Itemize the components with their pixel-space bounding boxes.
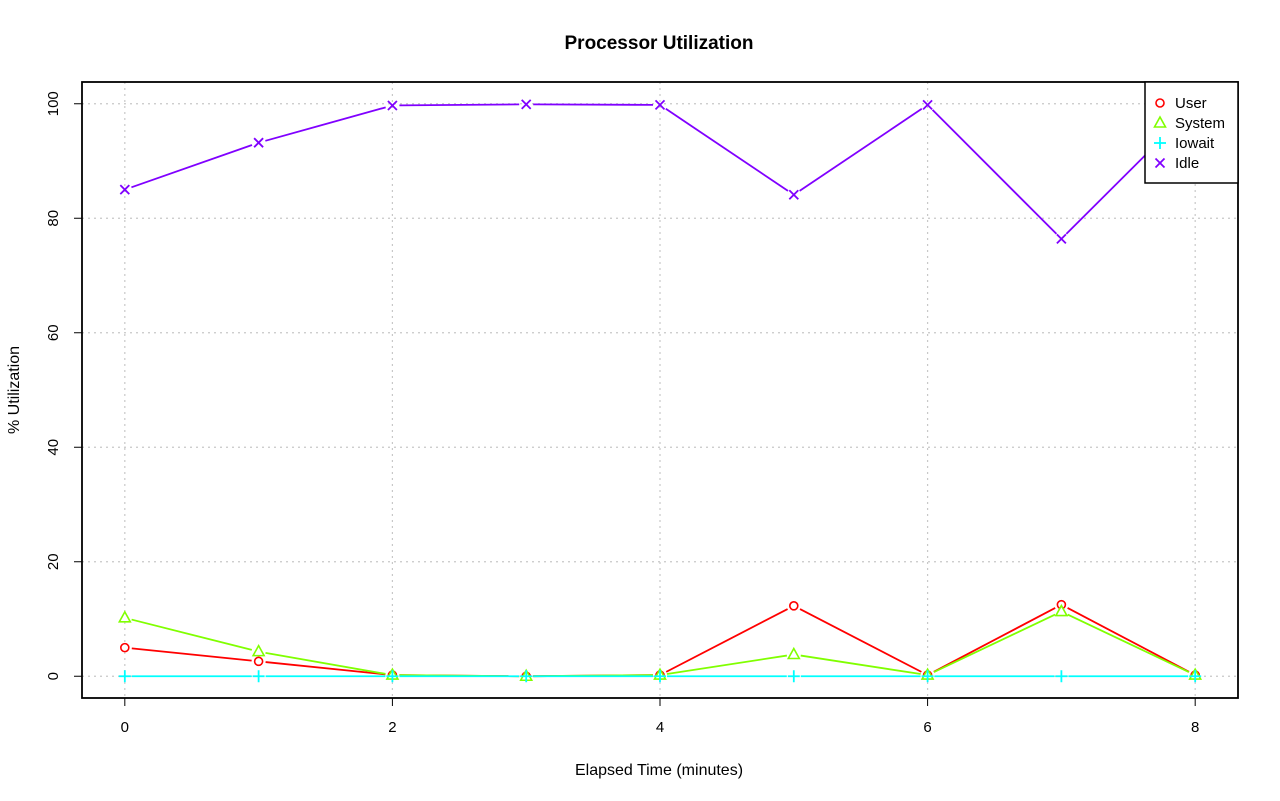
data-point-iowait [654,670,666,683]
series-line-segment [131,618,253,651]
x-tick-label: 4 [656,719,664,736]
y-tick-label: 100 [45,91,62,116]
data-point-iowait [1055,670,1068,683]
chart-title: Processor Utilization [565,33,754,54]
series-line-segment [666,654,788,675]
x-tick-label: 8 [1191,719,1199,736]
data-point-idle [922,99,933,111]
data-point-system [786,646,801,660]
legend-label-user: User [1175,95,1207,112]
data-point-iowait [252,670,265,683]
data-point-idle [788,189,799,200]
series-line-segment [131,144,253,189]
x-marker-stroke-2 [253,137,264,148]
series-line-segment [265,661,386,676]
legend-marker-iowait [1154,137,1166,149]
data-point-system [117,610,132,623]
data-point-user [120,642,130,653]
data-point-iowait [787,670,800,683]
data-point-system [251,643,266,657]
series-line-segment [265,106,386,142]
x-marker-stroke-2 [1154,157,1166,169]
x-marker-stroke-2 [387,100,398,111]
series-line-segment [131,647,252,662]
series-line-segment [1067,607,1190,673]
data-point-iowait [386,670,399,683]
series-layer [117,99,1203,683]
x-tick-label: 6 [923,719,931,736]
legend-marker-system [1153,115,1167,128]
legend-label-system: System [1175,115,1225,132]
data-point-iowait [921,670,934,683]
x-marker-stroke-2 [521,99,532,110]
y-tick-label: 60 [45,324,62,341]
series-line-segment [800,654,921,675]
y-tick-label: 0 [45,672,62,680]
series-line-segment [933,613,1056,673]
data-point-system [1054,603,1069,617]
x-marker-stroke-2 [1056,233,1067,244]
y-axis-label: % Utilization [6,346,23,434]
x-marker-stroke-2 [654,99,666,111]
x-tick-label: 0 [121,719,129,736]
data-point-idle [119,184,130,195]
grid [82,82,1238,698]
series-line-segment [933,607,1056,673]
legend: User System Iowait Idle [1144,81,1239,184]
series-line-segment [665,608,788,673]
data-point-user [788,601,799,611]
series-line-segment [799,608,922,673]
data-point-idle [521,99,532,110]
data-point-idle [1056,233,1067,244]
legend-label-idle: Idle [1175,155,1199,172]
series-line-segment [1067,613,1190,673]
series-iowait [118,670,1202,683]
series-line-segment [533,103,654,106]
x-marker-stroke-2 [119,184,130,195]
data-point-iowait [1189,670,1202,683]
y-tick-label: 40 [45,439,62,456]
legend-label-iowait: Iowait [1175,135,1215,152]
x-marker-stroke-2 [788,189,799,200]
series-line-segment [931,109,1058,235]
data-point-idle [253,137,264,148]
y-tick-label: 20 [45,553,62,570]
legend-marker-idle [1154,157,1166,169]
data-point-idle [387,100,398,111]
y-tick-label: 80 [45,210,62,227]
data-point-user [253,656,264,667]
data-point-iowait [118,670,131,683]
x-marker-stroke-2 [922,99,933,111]
x-tick-label: 2 [388,719,396,736]
series-line-segment [265,651,386,675]
series-line-segment [399,103,520,107]
series-line-segment [799,108,923,192]
x-axis-label: Elapsed Time (minutes) [575,762,743,779]
data-point-idle [654,99,666,111]
legend-marker-user [1155,98,1165,108]
data-point-iowait [520,670,533,683]
series-line-segment [665,108,789,192]
